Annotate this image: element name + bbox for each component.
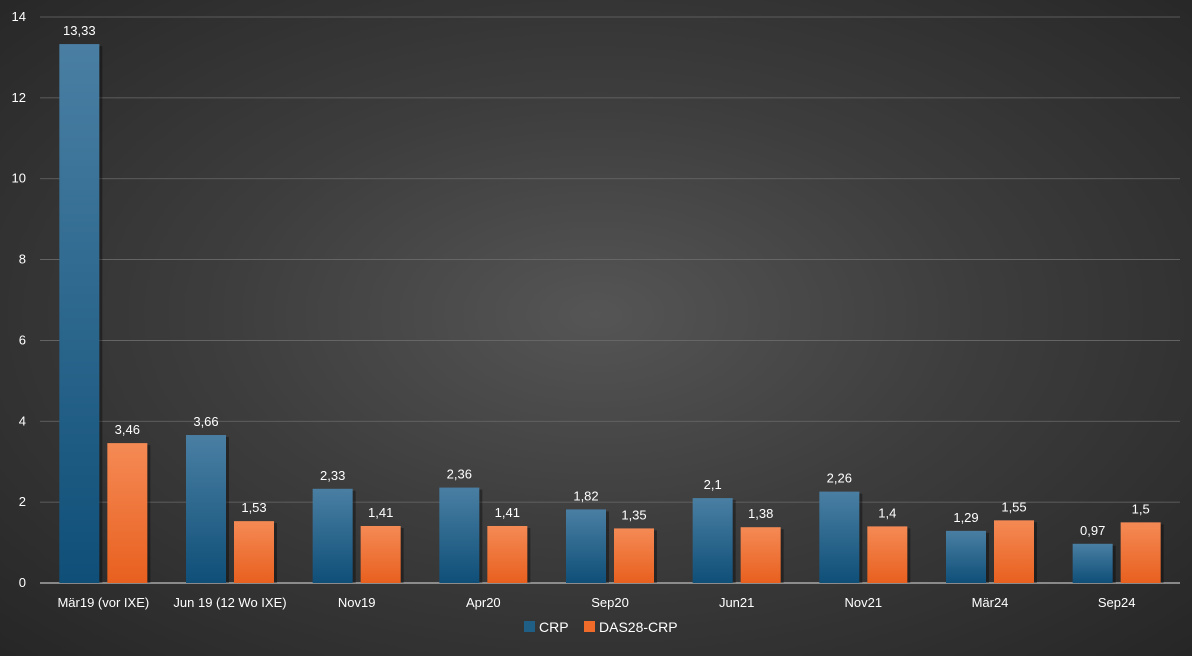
y-tick-label: 6 (19, 332, 26, 347)
legend-swatch-crp (524, 621, 535, 632)
gridlines (40, 16, 1180, 584)
x-category-label: Nov19 (338, 595, 376, 610)
crp-bar (1072, 543, 1113, 583)
legend-label-crp: CRP (539, 619, 569, 635)
das28-crp-bar (1120, 522, 1161, 583)
x-category-label: Jun 19 (12 Wo IXE) (173, 595, 286, 610)
crp-bar (59, 44, 100, 583)
crp-data-label: 2,1 (704, 477, 722, 492)
das28-crp-data-label: 1,5 (1132, 501, 1150, 516)
y-tick-label: 8 (19, 252, 26, 267)
das28-crp-bar (740, 527, 781, 583)
x-category-label: Jun21 (719, 595, 754, 610)
crp-data-label: 13,33 (63, 23, 96, 38)
das28-crp-data-label: 1,38 (748, 506, 773, 521)
das28-crp-data-label: 1,41 (368, 505, 393, 520)
x-category-label: Nov21 (845, 595, 883, 610)
crp-bar (186, 435, 226, 583)
das28-crp-bar (234, 521, 274, 583)
x-category-label: Mär24 (972, 595, 1009, 610)
y-tick-label: 4 (19, 413, 26, 428)
das28-crp-data-label: 1,4 (878, 505, 896, 520)
data-labels: 13,33 3,46 3,66 1,53 2,33 1,41 2,36 1,41 1,82 1,3… (63, 23, 1150, 538)
crp-bar (692, 498, 733, 583)
crp-data-label: 2,26 (827, 471, 852, 486)
crp-bar (312, 488, 353, 583)
legend-swatch-das28-crp (584, 621, 595, 632)
das28-crp-data-label: 3,46 (115, 422, 140, 437)
y-axis: 0 2 4 6 8 10 12 14 (12, 9, 26, 590)
das28-crp-data-label: 1,55 (1001, 499, 1026, 514)
crp-bar (819, 491, 860, 583)
crp-data-label: 2,36 (447, 467, 472, 482)
y-tick-label: 12 (12, 90, 26, 105)
crp-bar (566, 509, 606, 583)
crp-data-label: 2,33 (320, 468, 345, 483)
das28-crp-bar (360, 525, 401, 583)
x-category-label: Mär19 (vor IXE) (57, 595, 149, 610)
x-category-label: Sep20 (591, 595, 629, 610)
crp-data-label: 3,66 (193, 414, 218, 429)
bars (59, 44, 1164, 583)
x-category-label: Apr20 (466, 595, 501, 610)
crp-data-label: 1,29 (953, 510, 978, 525)
legend: CRP DAS28-CRP (524, 619, 678, 635)
das28-crp-bar (867, 526, 908, 583)
y-tick-label: 2 (19, 494, 26, 509)
das28-crp-data-label: 1,53 (241, 500, 266, 515)
legend-label-das28-crp: DAS28-CRP (599, 619, 678, 635)
y-tick-label: 10 (12, 171, 26, 186)
x-category-label: Sep24 (1098, 595, 1136, 610)
das28-crp-bar (614, 528, 654, 583)
y-tick-label: 0 (19, 575, 26, 590)
crp-bar (439, 487, 480, 583)
das28-crp-data-label: 1,41 (495, 505, 520, 520)
crp-data-label: 1,82 (573, 488, 598, 503)
y-tick-label: 14 (12, 9, 26, 24)
das28-crp-bar (487, 525, 528, 583)
das28-crp-bar (994, 520, 1034, 583)
crp-bar (946, 530, 986, 583)
crp-data-label: 0,97 (1080, 523, 1105, 538)
das28-crp-data-label: 1,35 (621, 507, 646, 522)
x-axis: Mär19 (vor IXE) Jun 19 (12 Wo IXE) Nov19 Ap… (57, 595, 1135, 610)
das28-crp-bar (107, 443, 148, 583)
